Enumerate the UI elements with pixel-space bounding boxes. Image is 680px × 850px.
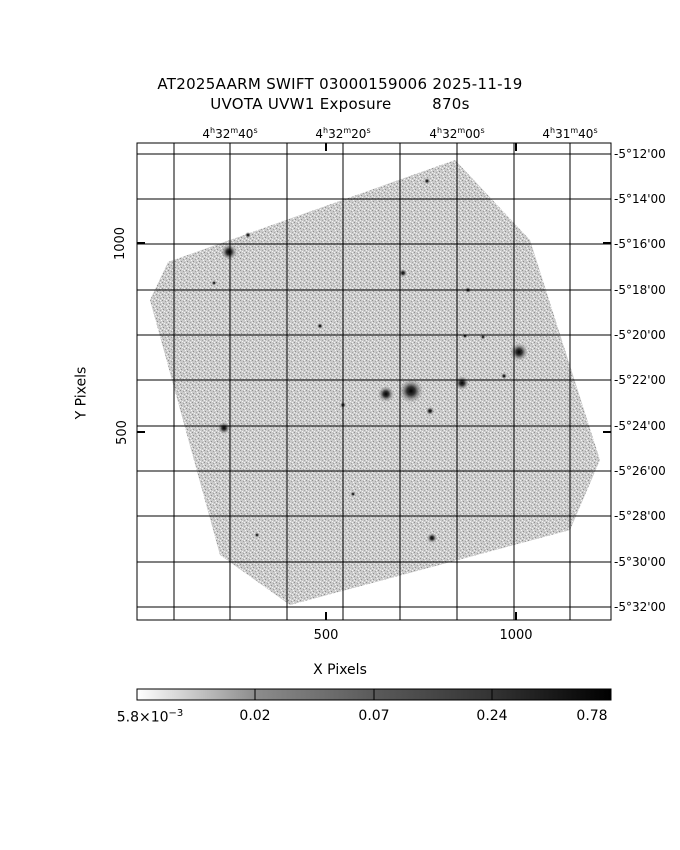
source xyxy=(221,244,237,260)
source xyxy=(317,323,323,329)
ra-tick-label: 4h32m20s xyxy=(315,126,371,141)
ra-tick-label: 4h32m40s xyxy=(202,126,258,141)
x-axis-label: X Pixels xyxy=(313,662,367,678)
ra-tick-label: 4h31m40s xyxy=(542,126,598,141)
source xyxy=(350,491,356,497)
y-tick-label: 1000 xyxy=(113,226,129,261)
x-tick-label: 500 xyxy=(313,628,339,643)
source xyxy=(462,333,468,339)
axis-ticks xyxy=(137,143,611,620)
plot-title-line1: AT2025AARM SWIFT 03000159006 2025-11-19 xyxy=(157,75,523,93)
coordinate-grid xyxy=(137,143,611,620)
dec-tick-label: -5°24'00 xyxy=(614,419,666,433)
source xyxy=(510,343,528,361)
source xyxy=(399,269,407,277)
ra-tick-label: 4h32m00s xyxy=(429,126,485,141)
source xyxy=(245,232,251,238)
colorbar-label: 0.07 xyxy=(358,708,390,724)
dec-tick-label: -5°18'00 xyxy=(614,283,666,297)
source xyxy=(378,386,394,402)
colorbar-ticks xyxy=(254,689,493,700)
x-tick-label: 1000 xyxy=(499,628,533,643)
dec-tick-label: -5°30'00 xyxy=(614,555,666,569)
dec-tick-label: -5°16'00 xyxy=(614,237,666,251)
colorbar-label-min: 5.8×10−3 xyxy=(116,708,184,726)
source xyxy=(426,407,434,415)
dec-tick-label: -5°20'00 xyxy=(614,328,666,342)
dec-tick-label: -5°28'00 xyxy=(614,509,666,523)
plot-title-line2: UVOTA UVW1 Exposure 870s xyxy=(210,95,470,113)
point-sources xyxy=(211,178,528,543)
source xyxy=(424,178,430,184)
plot-frame xyxy=(136,142,612,621)
source xyxy=(399,379,423,403)
exposure-footprint xyxy=(150,160,600,605)
y-axis-label: Y Pixels xyxy=(73,366,90,420)
colorbar-label: 0.24 xyxy=(476,708,508,724)
dec-tick-label: -5°12'00 xyxy=(614,147,666,161)
dec-tick-label: -5°26'00 xyxy=(614,464,666,478)
source xyxy=(254,532,260,538)
source xyxy=(501,373,507,379)
source xyxy=(218,422,230,434)
source xyxy=(427,533,437,543)
dec-tick-label: -5°22'00 xyxy=(614,373,666,387)
dec-tick-label: -5°32'00 xyxy=(614,600,666,614)
source xyxy=(480,334,486,340)
colorbar-label: 0.78 xyxy=(576,708,608,724)
y-tick-label: 500 xyxy=(114,420,130,445)
dec-tick-label: -5°14'00 xyxy=(614,192,666,206)
source xyxy=(211,280,217,286)
colorbar-label: 0.02 xyxy=(239,708,271,724)
